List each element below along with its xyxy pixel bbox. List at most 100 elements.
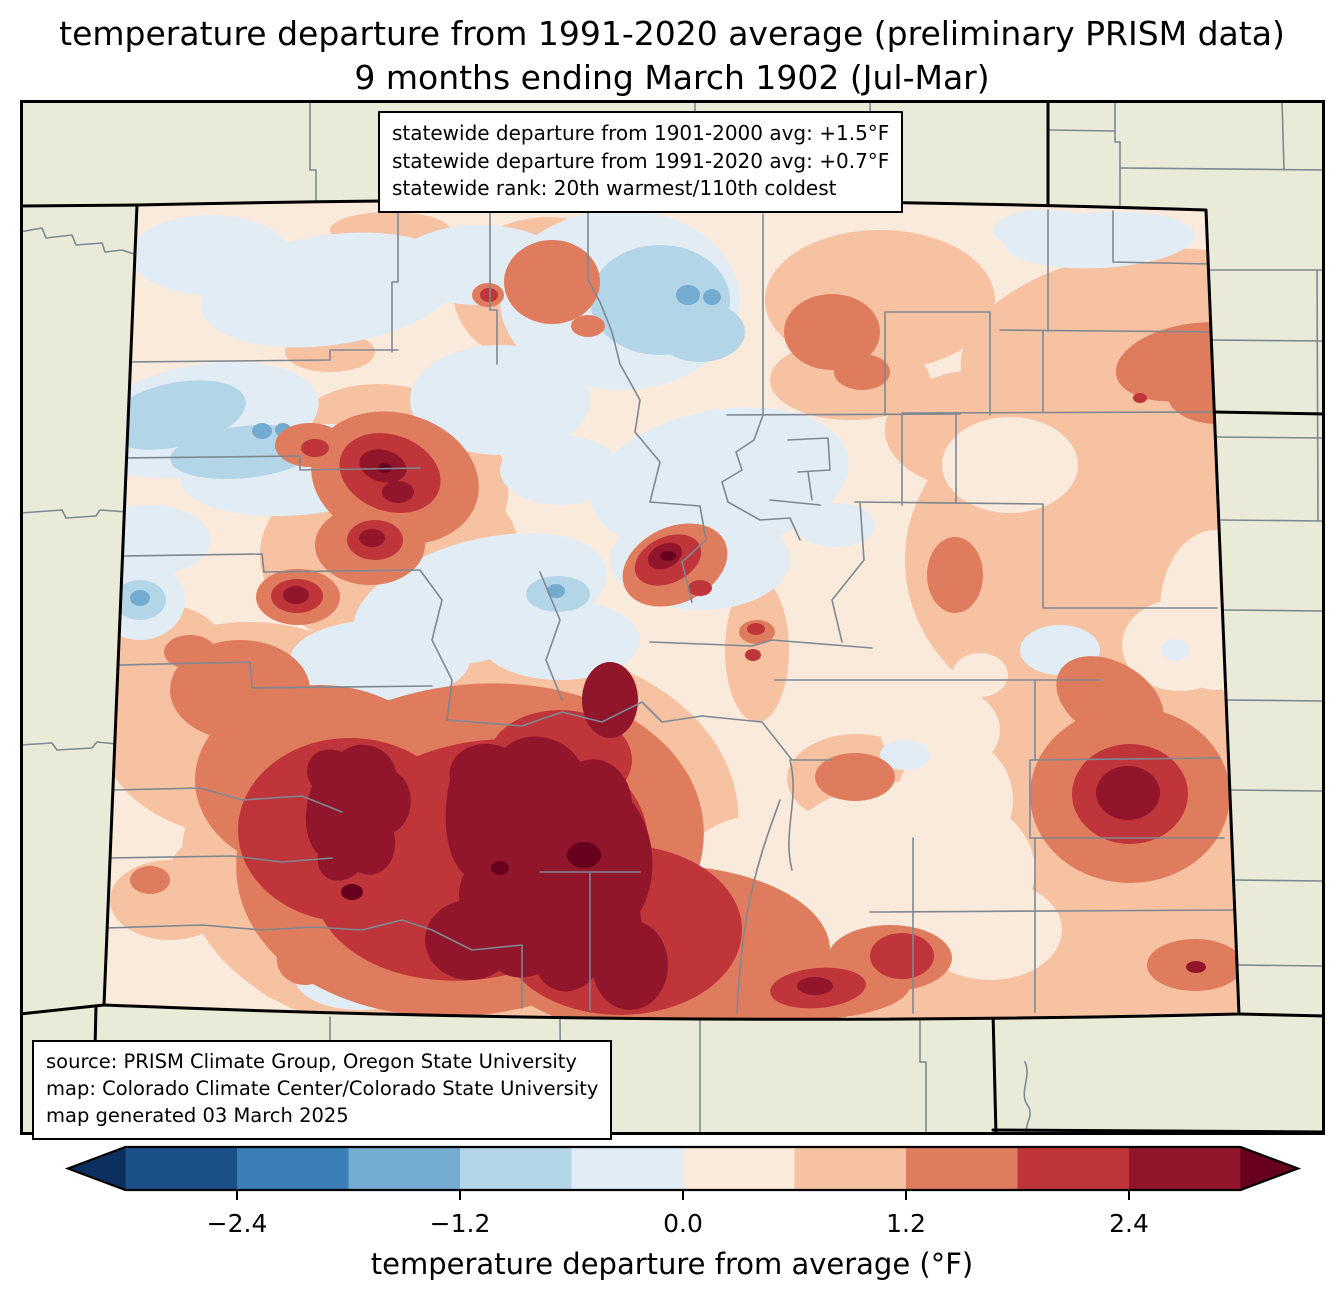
county-boundary [726,413,961,416]
county-boundary [788,759,794,871]
county-boundary [111,787,343,813]
contour-blob [305,744,411,881]
county-boundary [774,679,1101,761]
source-attribution-box: source: PRISM Climate Group, Oregon Stat… [32,1040,613,1140]
county-boundary [649,639,873,649]
colorbar-outline [64,1145,1302,1192]
contour-blob [252,423,272,439]
colorbar-segment-1 [237,1147,349,1190]
contour-blob [655,302,745,362]
contour-blob [504,240,600,324]
county-boundary [999,329,1211,333]
colorbar-tick-label: 0.0 [663,1209,703,1238]
colorbar-segment-0 [125,1147,238,1190]
colorbar-tick-label: 1.2 [886,1209,926,1238]
county-lines [105,209,1236,1014]
contour-blob [491,861,509,875]
contour-blob [130,866,170,894]
contour-blob [425,900,515,980]
contour-blob [582,662,638,738]
contour-blob [1133,393,1147,403]
county-boundary [727,501,801,541]
contour-blob [660,551,676,561]
colorbar-segment-8 [1017,1147,1130,1190]
neighbor-state-borders [20,100,1325,1135]
stats-line-1: statewide departure from 1901-2000 avg: … [392,121,890,145]
county-boundary [912,837,1036,1014]
contour-blob [880,740,930,770]
colorbar-segment-9 [1129,1147,1241,1190]
county-boundary [419,569,453,721]
contour-blob [745,649,761,661]
county-boundary [391,210,399,353]
county-boundary [601,701,703,723]
contour-blobs [104,210,1239,1020]
colorbar-segments [125,1147,1241,1190]
county-boundary [539,871,641,1011]
contour-blob [834,354,890,390]
contour-blob [703,289,721,305]
source-line-3: map generated 03 March 2025 [46,1103,349,1127]
contour-blob [277,935,333,985]
county-boundary [869,909,1236,913]
colorbar-tick-label: −2.4 [207,1209,268,1238]
contour-blob [500,435,620,505]
colorbar-tick-marks [236,1190,1130,1200]
contour-blob [688,580,712,596]
county-boundary [121,553,421,573]
title-line-1: temperature departure from 1991-2020 ave… [59,14,1285,53]
county-boundary [539,571,563,701]
contour-blob [815,753,895,801]
county-boundary [311,919,523,1009]
contour-blob [201,232,459,348]
contour-blob [1161,639,1189,661]
contour-blob [592,920,668,1010]
contour-blob [104,675,182,745]
contour-blob [567,842,601,868]
colorbar-over-arrow [1240,1147,1298,1190]
county-boundary [831,501,865,643]
contour-blob [897,738,1013,862]
map-area [20,100,1325,1135]
stats-line-2: statewide departure from 1991-2020 avg: … [392,148,890,173]
colorado-anomaly-map [20,100,1325,1135]
contour-blob [1186,961,1206,973]
contour-blob [480,288,498,302]
colorbar-segment-2 [348,1147,461,1190]
contour-blob [359,529,385,547]
contour-blob [747,623,765,635]
contour-blob [290,620,470,700]
contour-blob [480,600,640,680]
colorbar-segment-4 [571,1147,684,1190]
contour-blob [942,417,1078,513]
contour-blob [571,315,605,337]
county-boundary [107,855,333,863]
contour-blob [952,653,1008,697]
county-boundary [117,661,433,689]
county-boundary [126,349,399,363]
contour-blob [993,210,1097,250]
contour-blob [676,285,700,305]
contour-blob [784,294,880,370]
contour-blob [1056,656,1164,744]
contour-blob [918,880,1062,980]
axes-frame [20,100,1325,1135]
colorbar-segment-5 [683,1147,795,1190]
county-boundary [854,501,1218,609]
contour-blob [547,584,565,598]
source-line-2: map: Colorado Climate Center/Colorado St… [46,1076,599,1100]
county-boundary [701,715,833,761]
county-boundary [587,212,621,365]
title-line-2: 9 months ending March 1902 (Jul-Mar) [354,57,990,97]
statewide-stats-box: statewide departure from 1901-2000 avg: … [378,111,904,213]
contour-blob [130,590,150,606]
contour-blob [927,537,983,613]
county-boundary [619,363,661,503]
county-boundary [769,437,831,506]
contour-blob [410,345,590,455]
county-boundary [884,311,991,416]
colorbar-under-arrow [68,1147,126,1190]
county-boundary [489,212,498,365]
county-boundary [736,799,781,1014]
